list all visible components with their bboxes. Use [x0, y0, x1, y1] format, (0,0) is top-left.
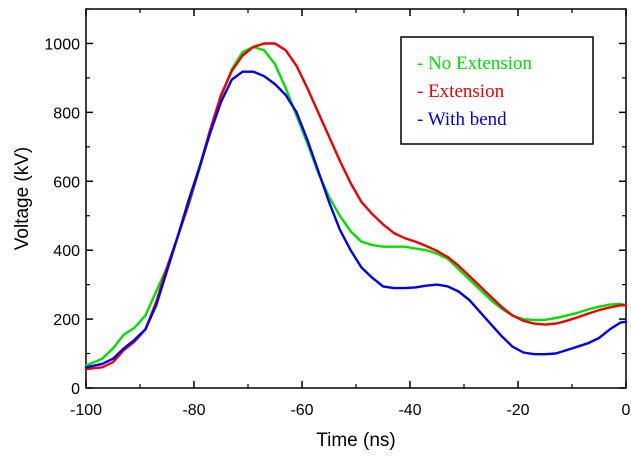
legend-box	[400, 36, 594, 145]
y-tick-label: 400	[53, 243, 80, 260]
series-layer	[84, 42, 628, 371]
x-tick-label: -40	[398, 402, 421, 419]
y-tick-label: 800	[53, 105, 80, 122]
y-tick-label: 0	[71, 381, 80, 398]
axis-layer: -100 -80 -60 -40 -20 0 0 200 400 600 800 1000	[44, 8, 631, 419]
y-axis-title: Voltage (kV)	[12, 147, 33, 251]
x-tick-label: -20	[506, 402, 529, 419]
x-tick-label: 0	[622, 402, 631, 419]
series-line-with-bend	[84, 70, 628, 369]
legend-entry-no-extension: - No Extension	[417, 53, 533, 74]
legend: - No Extension - Extension - With bend	[400, 36, 594, 145]
y-tick-label: 200	[53, 312, 80, 329]
y-tick-label: 600	[53, 174, 80, 191]
legend-entry-extension: - Extension	[417, 81, 505, 102]
x-tick-label: -80	[182, 402, 205, 419]
x-tick-label: -60	[290, 402, 313, 419]
x-axis-title: Time (ns)	[316, 430, 396, 451]
x-tick-label: -100	[70, 402, 102, 419]
legend-entry-with-bend: - With bend	[417, 109, 507, 130]
y-tick-label: 1000	[44, 36, 80, 53]
